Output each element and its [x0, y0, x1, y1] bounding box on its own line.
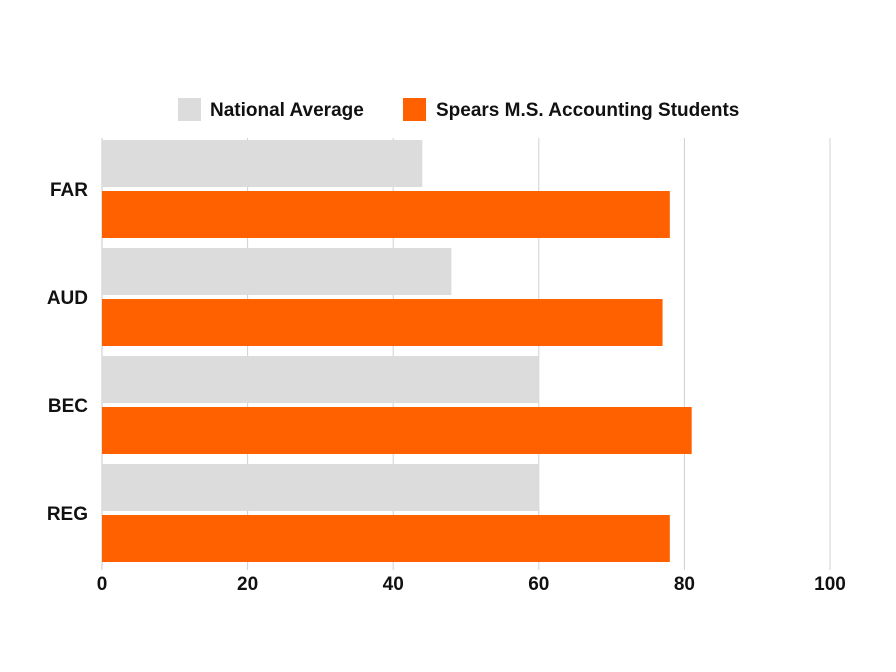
- bar-reg-series-1: [102, 464, 539, 511]
- bar-far-series-1: [102, 140, 423, 187]
- legend: National Average Spears M.S. Accounting …: [178, 98, 739, 121]
- legend-label-national-average: National Average: [210, 100, 364, 121]
- category-label-reg: REG: [47, 504, 88, 525]
- category-label-bec: BEC: [48, 396, 88, 417]
- x-tick-label-100: 100: [814, 574, 846, 595]
- bar-bec-series-1: [102, 356, 539, 403]
- bar-far-series-2: [102, 191, 670, 238]
- bar-reg-series-2: [102, 515, 670, 562]
- legend-label-spears-students: Spears M.S. Accounting Students: [436, 100, 739, 121]
- x-tick-label-20: 20: [237, 574, 258, 595]
- legend-swatch-national-average: [178, 98, 201, 121]
- x-tick-label-0: 0: [97, 574, 108, 595]
- bar-aud-series-2: [102, 299, 663, 346]
- x-tick-label-60: 60: [528, 574, 549, 595]
- x-axis-tick-labels: 0 20 40 60 80 100: [97, 574, 846, 595]
- legend-item-spears-students: Spears M.S. Accounting Students: [403, 98, 739, 121]
- x-tick-label-40: 40: [383, 574, 404, 595]
- bars: [102, 140, 692, 562]
- category-label-far: FAR: [50, 180, 88, 201]
- category-labels: FAR AUD BEC REG: [47, 180, 88, 525]
- category-label-aud: AUD: [47, 288, 88, 309]
- legend-item-national-average: National Average: [178, 98, 364, 121]
- bar-aud-series-1: [102, 248, 452, 295]
- x-tick-label-80: 80: [674, 574, 695, 595]
- bar-bec-series-2: [102, 407, 692, 454]
- legend-swatch-spears-students: [403, 98, 426, 121]
